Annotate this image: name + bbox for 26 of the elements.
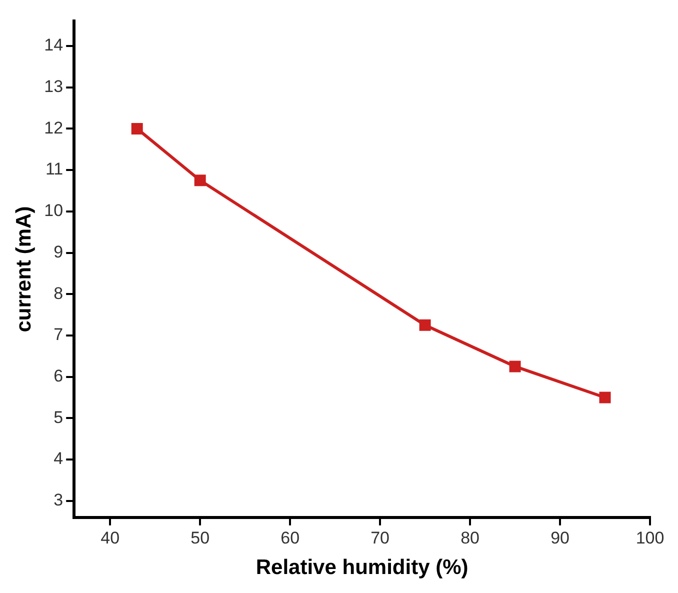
x-tick-label: 90 [550, 528, 570, 548]
point [131, 122, 143, 134]
x-tick-label: 50 [190, 528, 210, 548]
point [599, 392, 611, 404]
y-tick-label: 9 [54, 242, 64, 262]
y-tick-label: 3 [54, 490, 64, 510]
x-axis-title: Relative humidity (%) [256, 556, 468, 580]
y-tick-label: 11 [45, 160, 64, 179]
x-tick-label: 60 [280, 528, 300, 548]
x-tick-label: 70 [370, 528, 390, 548]
y-tick-label: 14 [44, 36, 64, 55]
x-tick-label: 80 [460, 528, 480, 548]
x-tick-label: 100 [636, 528, 664, 548]
point [194, 174, 206, 186]
y-tick-label: 4 [54, 449, 64, 468]
x-tick-label: 40 [100, 528, 120, 548]
y-tick-label: 8 [54, 284, 64, 303]
y-tick-label: 7 [54, 325, 64, 344]
point [509, 360, 521, 372]
y-tick-label: 5 [54, 408, 64, 427]
y-tick-label: 10 [44, 201, 64, 220]
y-tick-label: 6 [54, 366, 64, 386]
y-tick-label: 13 [44, 77, 64, 96]
y-tick-label: 12 [44, 118, 64, 138]
y-axis-title: current (mA) [12, 206, 36, 332]
point [419, 319, 431, 331]
